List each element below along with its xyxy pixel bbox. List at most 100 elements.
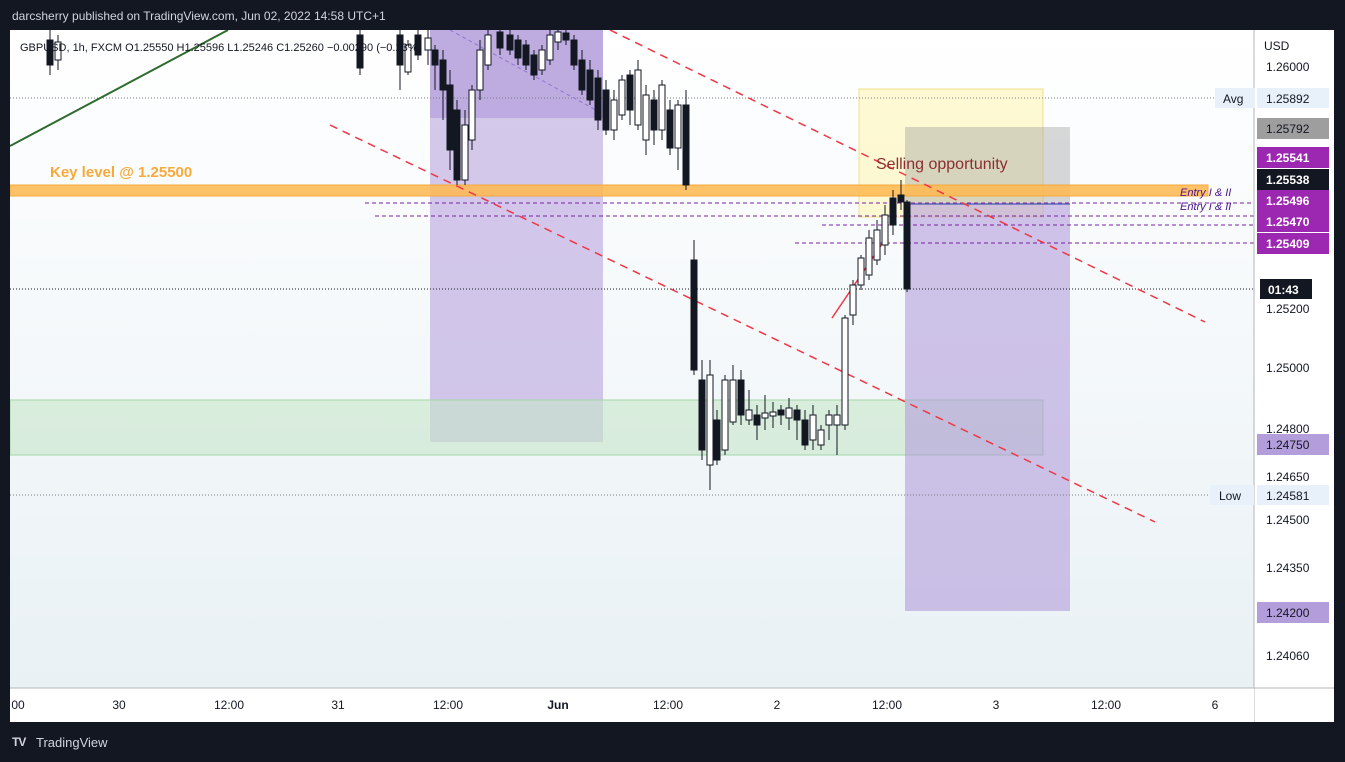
current-price: 1.25538 bbox=[1266, 173, 1310, 187]
candle bbox=[769, 402, 777, 428]
candle bbox=[841, 315, 849, 430]
candle bbox=[809, 405, 817, 450]
chart-area[interactable]: Key level @ 1.25500 Selling opportunity … bbox=[10, 30, 1334, 722]
grey-price: 1.25792 bbox=[1266, 122, 1310, 136]
candle bbox=[356, 30, 364, 75]
selling-opportunity-label: Selling opportunity bbox=[876, 156, 1008, 173]
candle-body bbox=[46, 39, 54, 66]
candle-body bbox=[538, 49, 546, 71]
candle-body bbox=[682, 104, 690, 186]
candle-body bbox=[439, 59, 447, 91]
price-tick: 1.25200 bbox=[1266, 302, 1310, 316]
currency-label: USD bbox=[1264, 39, 1290, 53]
candle bbox=[801, 410, 809, 450]
candle-body bbox=[404, 44, 412, 73]
avg-value: 1.25892 bbox=[1266, 92, 1310, 106]
candle bbox=[745, 390, 753, 425]
footer-bar: TV TradingView bbox=[0, 722, 1345, 762]
purple-price-badge-1 bbox=[1257, 147, 1329, 168]
candle bbox=[594, 70, 602, 130]
candle-body bbox=[785, 407, 793, 419]
candle bbox=[690, 240, 698, 375]
candle-body bbox=[594, 77, 602, 121]
candle-body bbox=[674, 104, 682, 149]
candle-body bbox=[825, 414, 833, 426]
candle bbox=[881, 205, 889, 255]
candle bbox=[546, 30, 554, 65]
candle-body bbox=[626, 74, 634, 111]
candle-body bbox=[698, 379, 706, 451]
candle bbox=[682, 90, 690, 190]
candle-body bbox=[841, 317, 849, 426]
candle-body bbox=[514, 39, 522, 59]
candle bbox=[431, 45, 439, 90]
target-price: 1.24200 bbox=[1266, 606, 1310, 620]
low-value: 1.24581 bbox=[1266, 489, 1310, 503]
candle bbox=[793, 405, 801, 440]
candle bbox=[857, 255, 865, 290]
candle bbox=[562, 30, 570, 45]
time-ticks: 00 30 12:00 31 12:00 Jun 12:00 2 12:00 3… bbox=[11, 698, 1218, 712]
candle-body bbox=[833, 414, 841, 426]
candle bbox=[833, 405, 841, 455]
candle-body bbox=[610, 99, 618, 131]
candle bbox=[674, 100, 682, 170]
candle-body bbox=[753, 414, 761, 426]
green-zone-price: 1.24750 bbox=[1266, 438, 1310, 452]
candle-body bbox=[642, 94, 650, 141]
candle-body bbox=[849, 284, 857, 316]
candle-body bbox=[446, 84, 454, 151]
tradingview-brand[interactable]: TradingView bbox=[36, 735, 108, 750]
short-target-zone bbox=[905, 204, 1070, 611]
price-tick: 1.24060 bbox=[1266, 649, 1310, 663]
purple-diagonal bbox=[449, 30, 606, 116]
candle-body bbox=[713, 419, 721, 461]
candle-body bbox=[873, 229, 881, 261]
avg-name: Avg bbox=[1223, 92, 1243, 106]
green-zone-price-badge bbox=[1257, 434, 1329, 455]
candle bbox=[897, 180, 905, 210]
candle-body bbox=[690, 259, 698, 371]
candle-body bbox=[857, 257, 865, 286]
candle-body bbox=[461, 124, 469, 181]
candle-body bbox=[453, 109, 461, 181]
entry-label-2: Entry I & II bbox=[1180, 201, 1231, 213]
price-tick: 1.24650 bbox=[1266, 470, 1310, 484]
countdown: 01:43 bbox=[1268, 283, 1299, 297]
price-tick: 1.24500 bbox=[1266, 513, 1310, 527]
entry-label-1: Entry I & II bbox=[1180, 187, 1231, 199]
candle bbox=[849, 280, 857, 325]
candle-body bbox=[658, 84, 666, 131]
candle bbox=[570, 35, 578, 70]
candle-body bbox=[546, 34, 554, 61]
candle-body bbox=[809, 414, 817, 441]
candle-body bbox=[903, 201, 911, 290]
time-tick: Jun bbox=[547, 698, 568, 712]
candle bbox=[461, 110, 469, 185]
price-tick: 1.24350 bbox=[1266, 561, 1310, 575]
key-level-label: Key level @ 1.25500 bbox=[50, 164, 192, 181]
tradingview-logo-icon[interactable]: TV bbox=[12, 735, 26, 749]
time-tick: 12:00 bbox=[653, 698, 683, 712]
candle-body bbox=[881, 214, 889, 246]
candle bbox=[476, 40, 484, 100]
time-tick: 31 bbox=[331, 698, 345, 712]
green-trend-line bbox=[10, 30, 229, 147]
candle bbox=[522, 40, 530, 70]
candle-body bbox=[396, 34, 404, 66]
candle bbox=[817, 425, 825, 450]
candle bbox=[865, 230, 873, 280]
key-level-band bbox=[10, 184, 1209, 197]
candle-body bbox=[54, 41, 62, 61]
candle bbox=[713, 410, 721, 465]
candle bbox=[506, 30, 514, 55]
time-axis[interactable] bbox=[10, 688, 1254, 722]
candle bbox=[729, 365, 737, 425]
chart-canvas[interactable]: Key level @ 1.25500 Selling opportunity … bbox=[10, 30, 1334, 722]
time-tick: 12:00 bbox=[433, 698, 463, 712]
candle bbox=[414, 30, 422, 60]
candle-body bbox=[570, 39, 578, 66]
time-tick: 6 bbox=[1212, 698, 1219, 712]
candle bbox=[530, 50, 538, 80]
candle-body bbox=[506, 34, 514, 51]
